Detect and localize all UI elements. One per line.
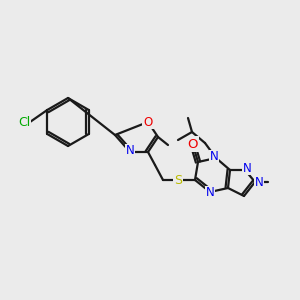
Text: N: N bbox=[206, 187, 214, 200]
Text: S: S bbox=[174, 173, 182, 187]
Text: N: N bbox=[255, 176, 263, 190]
Text: N: N bbox=[243, 161, 251, 175]
Text: Cl: Cl bbox=[18, 116, 30, 128]
Text: N: N bbox=[126, 145, 134, 158]
Text: O: O bbox=[143, 116, 153, 128]
Text: N: N bbox=[210, 151, 218, 164]
Text: O: O bbox=[188, 137, 198, 151]
